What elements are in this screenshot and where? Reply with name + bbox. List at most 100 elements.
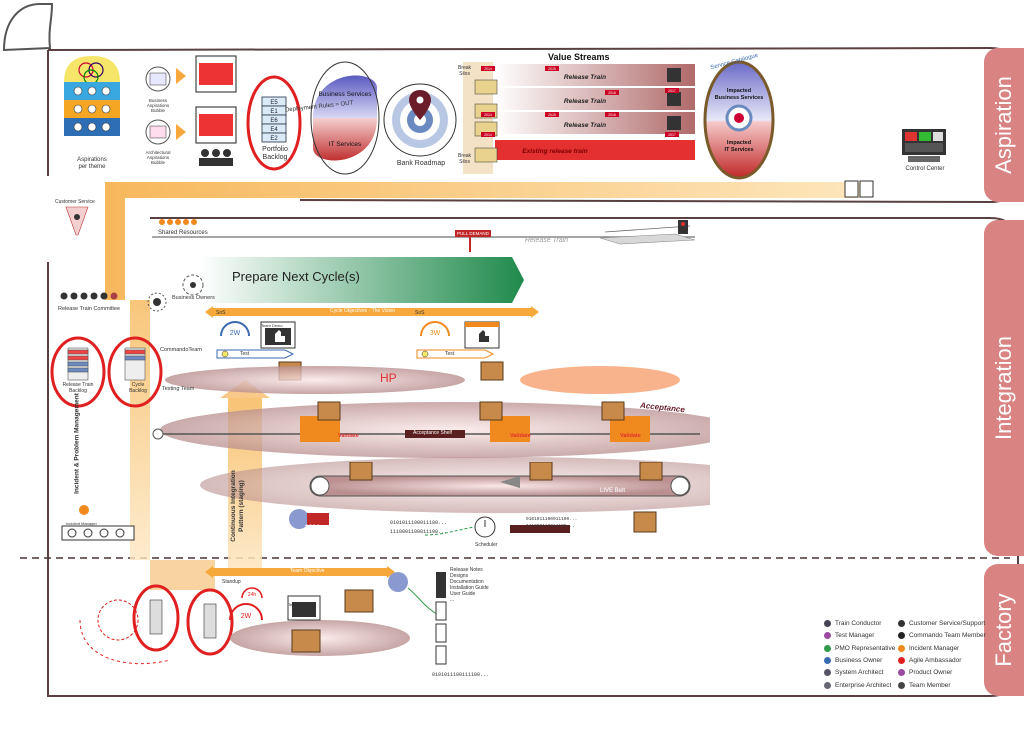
- bank-roadmap-label: Bank Roadmap: [396, 160, 446, 167]
- legend-item: Agile Ambassador: [898, 657, 961, 664]
- sos-label-2: SoS: [415, 310, 425, 316]
- cycle-backlog-label: Cycle Backlog: [129, 382, 147, 394]
- year-label: 2017: [668, 89, 676, 93]
- scheduler-area[interactable]: [285, 505, 575, 560]
- year-label: 2015: [548, 113, 556, 117]
- doc-item: Documentation: [450, 579, 484, 585]
- cycle-2[interactable]: 3W: [415, 318, 510, 383]
- legend-item: Customer Service/Support: [898, 620, 985, 627]
- break-silos-label: Break Silos: [458, 65, 472, 77]
- break-silos-label-2: Break Silos: [458, 153, 472, 165]
- scheduler-label: Scheduler: [475, 542, 498, 548]
- business-bubble-icon: [145, 66, 171, 92]
- year-label: 2016: [608, 91, 616, 95]
- year-label: 2017: [668, 133, 676, 137]
- pull-demand-label: PULL DEMAND: [455, 230, 491, 237]
- control-center-icon[interactable]: [900, 125, 948, 165]
- aspirations-theme-stack[interactable]: [64, 54, 120, 154]
- factory-flow[interactable]: 24h 2W: [60, 580, 420, 690]
- train-backlogs[interactable]: [50, 336, 165, 411]
- legend-item: Product Owner: [898, 669, 952, 676]
- committee-icons: [60, 292, 118, 300]
- business-owners-icon: [182, 274, 204, 296]
- services-lens[interactable]: Business Services IT Services: [305, 58, 385, 176]
- legend-item: Business Owner: [824, 657, 882, 664]
- legend-item: Commando Team Member: [898, 632, 986, 639]
- year-label: 2015: [548, 67, 556, 71]
- team-objective-bar[interactable]: [205, 566, 395, 578]
- 2w-label: 2W: [230, 330, 241, 337]
- business-aspirations-label: Business Aspirations Bubble: [146, 98, 170, 113]
- prepare-next-cycle-title: Prepare Next Cycle(s): [232, 269, 360, 284]
- release-docs[interactable]: [380, 568, 470, 678]
- year-label: 2014: [484, 113, 492, 117]
- legend-item: Incident Manager: [898, 645, 959, 652]
- portfolio-backlog-label: Portfolio Backlog: [262, 146, 288, 161]
- year-label: 2014: [484, 133, 492, 137]
- existing-release-train-label: Existing release train: [522, 148, 587, 155]
- legend-item: PMO Representative: [824, 645, 895, 652]
- doc-item: Designs: [450, 573, 469, 579]
- business-services-label: Business Services: [318, 91, 372, 98]
- 24h-label: 24h: [248, 592, 257, 598]
- incident-manager-hub[interactable]: [58, 500, 138, 550]
- live-belt[interactable]: [300, 462, 700, 512]
- year-label: 2016: [608, 113, 616, 117]
- epic-label: E4: [270, 127, 278, 133]
- release-train-backlog-label: Release Train Backlog: [62, 382, 94, 394]
- impacted-business-label: Impacted Business Services: [715, 88, 764, 101]
- release-train-track-label: Release Train: [525, 237, 569, 244]
- integration-section-tab[interactable]: Integration: [984, 220, 1024, 556]
- test-label-2: Test: [445, 351, 455, 357]
- service-catalogue[interactable]: Impacted Business Services Impacted IT Ser…: [700, 52, 778, 184]
- year-label: 2014: [484, 67, 492, 71]
- standup-label: Standup: [222, 579, 241, 585]
- control-center-label: Control Center: [905, 166, 945, 172]
- release-train-label: Release Train: [564, 74, 606, 81]
- impacted-it-label: Impacted IT Services: [724, 140, 753, 153]
- legend-item: Train Conductor: [824, 620, 881, 627]
- binary-d: 111000110011100...: [526, 524, 575, 529]
- it-services-label: IT Services: [329, 141, 362, 148]
- aspiration-section-tab[interactable]: Aspiration: [984, 48, 1024, 202]
- chevrons-icon: [176, 68, 186, 140]
- live-package-icon: [633, 511, 657, 533]
- binary-a: 0101011100011100...: [390, 520, 448, 526]
- continuous-integration-label: Continuous Integration Pattern (staging): [230, 470, 245, 542]
- portfolio-backlog[interactable]: E5 E1 E6 E4 E2: [244, 75, 304, 173]
- train-conductor-icon: [147, 292, 167, 312]
- validate-label-1: Validate: [338, 433, 359, 439]
- value-streams-tracks[interactable]: Release Train Release Train Release Trai…: [455, 60, 700, 175]
- release-train-label: Release Train: [564, 98, 606, 105]
- pitch-boards-icon[interactable]: [195, 55, 237, 170]
- legend-item: Team Member: [898, 682, 951, 689]
- bank-roadmap-target[interactable]: [382, 80, 460, 160]
- epic-label: E2: [270, 136, 278, 142]
- epic-label: E5: [270, 100, 278, 106]
- prepare-next-cycle-banner[interactable]: [200, 255, 525, 305]
- customer-service-funnel[interactable]: [64, 205, 90, 250]
- doc-item: ...: [450, 597, 455, 603]
- factory-team-demo-label: Team Demo: [288, 602, 310, 607]
- value-streams-title: Value Streams: [548, 52, 610, 62]
- binary-b: 1110001100011100...: [390, 529, 448, 535]
- live-label: LIVE: [590, 534, 601, 540]
- architectural-aspirations-label: Architectural Aspirations Bubble: [145, 150, 171, 165]
- test-label-1: Test: [240, 351, 250, 357]
- business-owners-label: Business Owners: [172, 295, 215, 301]
- factory-section-tab[interactable]: Factory: [984, 564, 1024, 696]
- release-train-committee-label: Release Train Committee: [58, 306, 121, 312]
- live-belt-label: LIVE Belt: [600, 488, 626, 494]
- validate-label-2: Validate: [510, 433, 531, 439]
- customer-service-label: Customer Service: [55, 199, 95, 205]
- release-train-label: Release Train: [564, 122, 606, 129]
- doc-item: Installation Guide: [450, 585, 489, 591]
- doc-list: Release Notes Designs Documentation Inst…: [450, 567, 489, 603]
- doc-item: Release Notes: [450, 567, 483, 573]
- legend-item: Enterprise Architect: [824, 682, 891, 689]
- cycle-objectives-bar[interactable]: [205, 306, 540, 318]
- incident-manager-label: Incident Manager: [66, 521, 97, 526]
- shared-resources-track[interactable]: [150, 216, 700, 252]
- acceptance-line[interactable]: [150, 400, 710, 450]
- cycle-objectives-label: Cycle Objectives - The Vision: [330, 308, 396, 314]
